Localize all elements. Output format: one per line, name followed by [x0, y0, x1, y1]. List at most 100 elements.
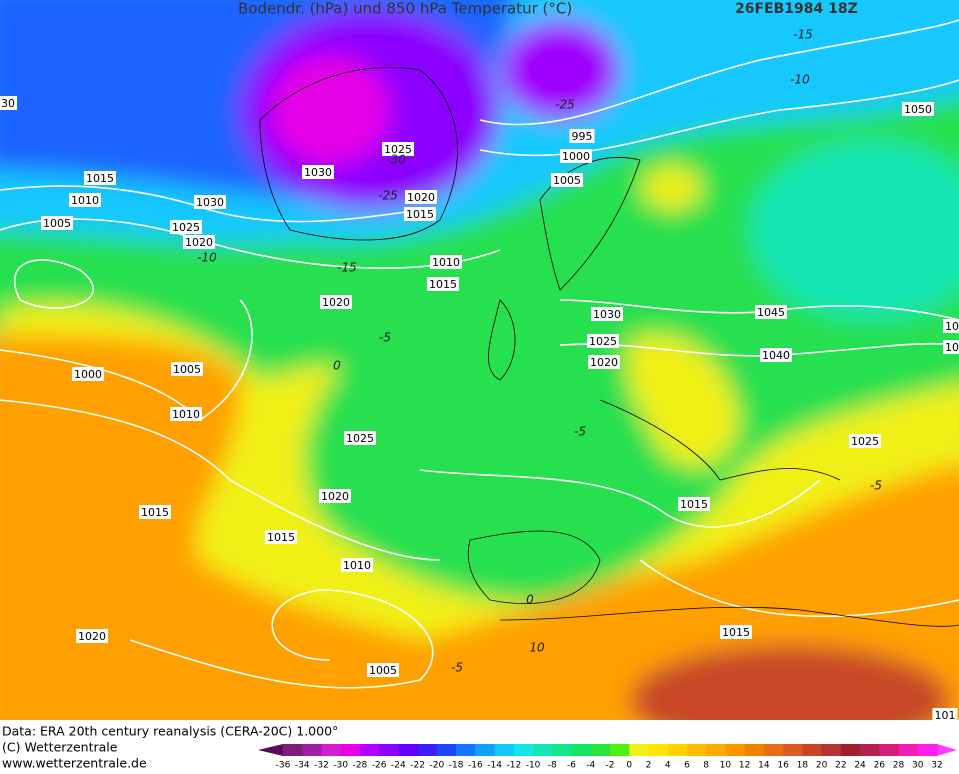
- colorbar-tick-label: 0: [626, 761, 632, 771]
- colorbar-tick-label: 28: [893, 761, 905, 771]
- temperature-label: -10: [790, 73, 810, 87]
- colorbar-low-arrow: [258, 744, 283, 756]
- colorbar-segment: [283, 744, 303, 756]
- isobar-label: 1010: [172, 408, 200, 421]
- colorbar-tick-label: 2: [646, 761, 652, 771]
- isobar-label: 101: [935, 709, 956, 722]
- temperature-label: -15: [793, 28, 813, 42]
- colorbar-segment: [686, 744, 707, 756]
- colorbar-tick-label: -30: [333, 761, 348, 771]
- isobar-label-box: [319, 489, 351, 503]
- colorbar-segment: [725, 744, 746, 756]
- colorbar-segment: [340, 744, 361, 756]
- colorbar-tick-label: 10: [720, 761, 732, 771]
- isobar-label: 1025: [851, 435, 879, 448]
- colorbar-segment: [475, 744, 496, 756]
- colorbar-tick-label: 8: [703, 761, 709, 771]
- colorbar-tick-label: -32: [314, 761, 329, 771]
- isobar-label-box: [587, 334, 619, 348]
- isobar-label: 1015: [267, 531, 295, 544]
- isobar-label-box: [588, 355, 620, 369]
- temperature-label: -15: [337, 261, 357, 275]
- colorbar-segment: [898, 744, 919, 756]
- isobar-label: 10: [945, 341, 959, 354]
- isobar-label-box: [344, 431, 376, 445]
- temperature-label: 0: [333, 359, 341, 373]
- isobar-label: 1030: [593, 308, 621, 321]
- colorbar-tick-label: 4: [665, 761, 671, 771]
- colorbar-tick-label: -36: [276, 761, 291, 771]
- colorbar-segment: [417, 744, 438, 756]
- coastlines: [259, 67, 959, 627]
- isobar-label-box: [720, 625, 752, 639]
- isobar-label: 1005: [43, 217, 71, 230]
- isobar-label: 1050: [904, 103, 932, 116]
- isobar-label: 1015: [680, 498, 708, 511]
- isobar-label-box: [302, 165, 334, 179]
- isobar-label-box: [560, 149, 592, 163]
- isobar-label-box: [69, 193, 101, 207]
- isobar-label-box: [170, 407, 202, 421]
- isobar-label-box: [76, 629, 108, 643]
- isobar-label: 995: [572, 130, 593, 143]
- isobar-label: 1020: [407, 191, 435, 204]
- colorbar-segment: [494, 744, 515, 756]
- colorbar-tick-label: -14: [487, 761, 502, 771]
- colorbar-segment: [629, 744, 649, 756]
- colorbar-segment: [590, 744, 611, 756]
- isobar-label: 1030: [196, 196, 224, 209]
- temperature-field: [0, 0, 959, 720]
- isobar-label: 1045: [757, 306, 785, 319]
- isobar-label: 30: [1, 97, 15, 110]
- isobar-label: 1025: [346, 432, 374, 445]
- isobar-label-box: [194, 195, 226, 209]
- colorbar-tick-label: -8: [548, 761, 557, 771]
- colorbar: -36 -34 -32 -30 -28 -26 -24 -22 -20 -18 -16 -14 -12-…: [258, 744, 957, 771]
- colorbar-tick-label: 22: [835, 761, 846, 771]
- colorbar-tick-label: -4: [586, 761, 595, 771]
- isobar-label: 1020: [321, 490, 349, 503]
- isobar-label-box: [405, 190, 437, 204]
- isobar-label-box: [551, 173, 583, 187]
- copyright: (C) Wetterzentrale: [2, 740, 118, 755]
- isobar-label: 10: [945, 320, 959, 333]
- temperature-label: -10: [197, 251, 217, 265]
- colorbar-tick-label: -6: [567, 761, 576, 771]
- isobar-label-box: [404, 207, 436, 221]
- colorbar-tick-label: 6: [684, 761, 690, 771]
- colorbar-segment: [917, 744, 938, 756]
- map-title: Bodendr. (hPa) und 850 hPa Temperatur (°…: [238, 0, 572, 18]
- colorbar-tick-label: -16: [468, 761, 483, 771]
- isobar-label-box: [943, 340, 959, 354]
- isobar-label-box: [569, 129, 595, 143]
- temperature-label: -5: [870, 479, 882, 493]
- isobar-label: 1000: [74, 368, 102, 381]
- temperature-label: -30: [386, 153, 406, 167]
- isobar-label-box: [902, 102, 934, 116]
- isobar-label: 1040: [762, 349, 790, 362]
- isobar-label-box: [171, 362, 203, 376]
- isobar-label: 1025: [384, 143, 412, 156]
- isobar-label-box: [678, 497, 710, 511]
- colorbar-segment: [533, 744, 553, 756]
- isobar-label-box: [72, 367, 104, 381]
- colorbar-segment: [879, 744, 900, 756]
- temperature-label: -25: [378, 189, 398, 203]
- isobar-label: 1020: [185, 236, 213, 249]
- isobar-label-box: [430, 255, 462, 269]
- colorbar-segment: [840, 744, 861, 756]
- isobar-label-box: [170, 220, 202, 234]
- isobar-label: 1025: [172, 221, 200, 234]
- colorbar-segment: [379, 744, 399, 756]
- colorbar-tick-label: -26: [372, 761, 387, 771]
- isobar-label: 1025: [589, 335, 617, 348]
- colorbar-tick-label: 14: [758, 761, 770, 771]
- isobar-label: 1015: [406, 208, 434, 221]
- colorbar-segment: [610, 744, 630, 756]
- colorbar-segment: [456, 744, 476, 756]
- temperature-label: 0: [526, 593, 534, 607]
- temperature-label: 10: [529, 641, 545, 655]
- colorbar-segment: [802, 744, 823, 756]
